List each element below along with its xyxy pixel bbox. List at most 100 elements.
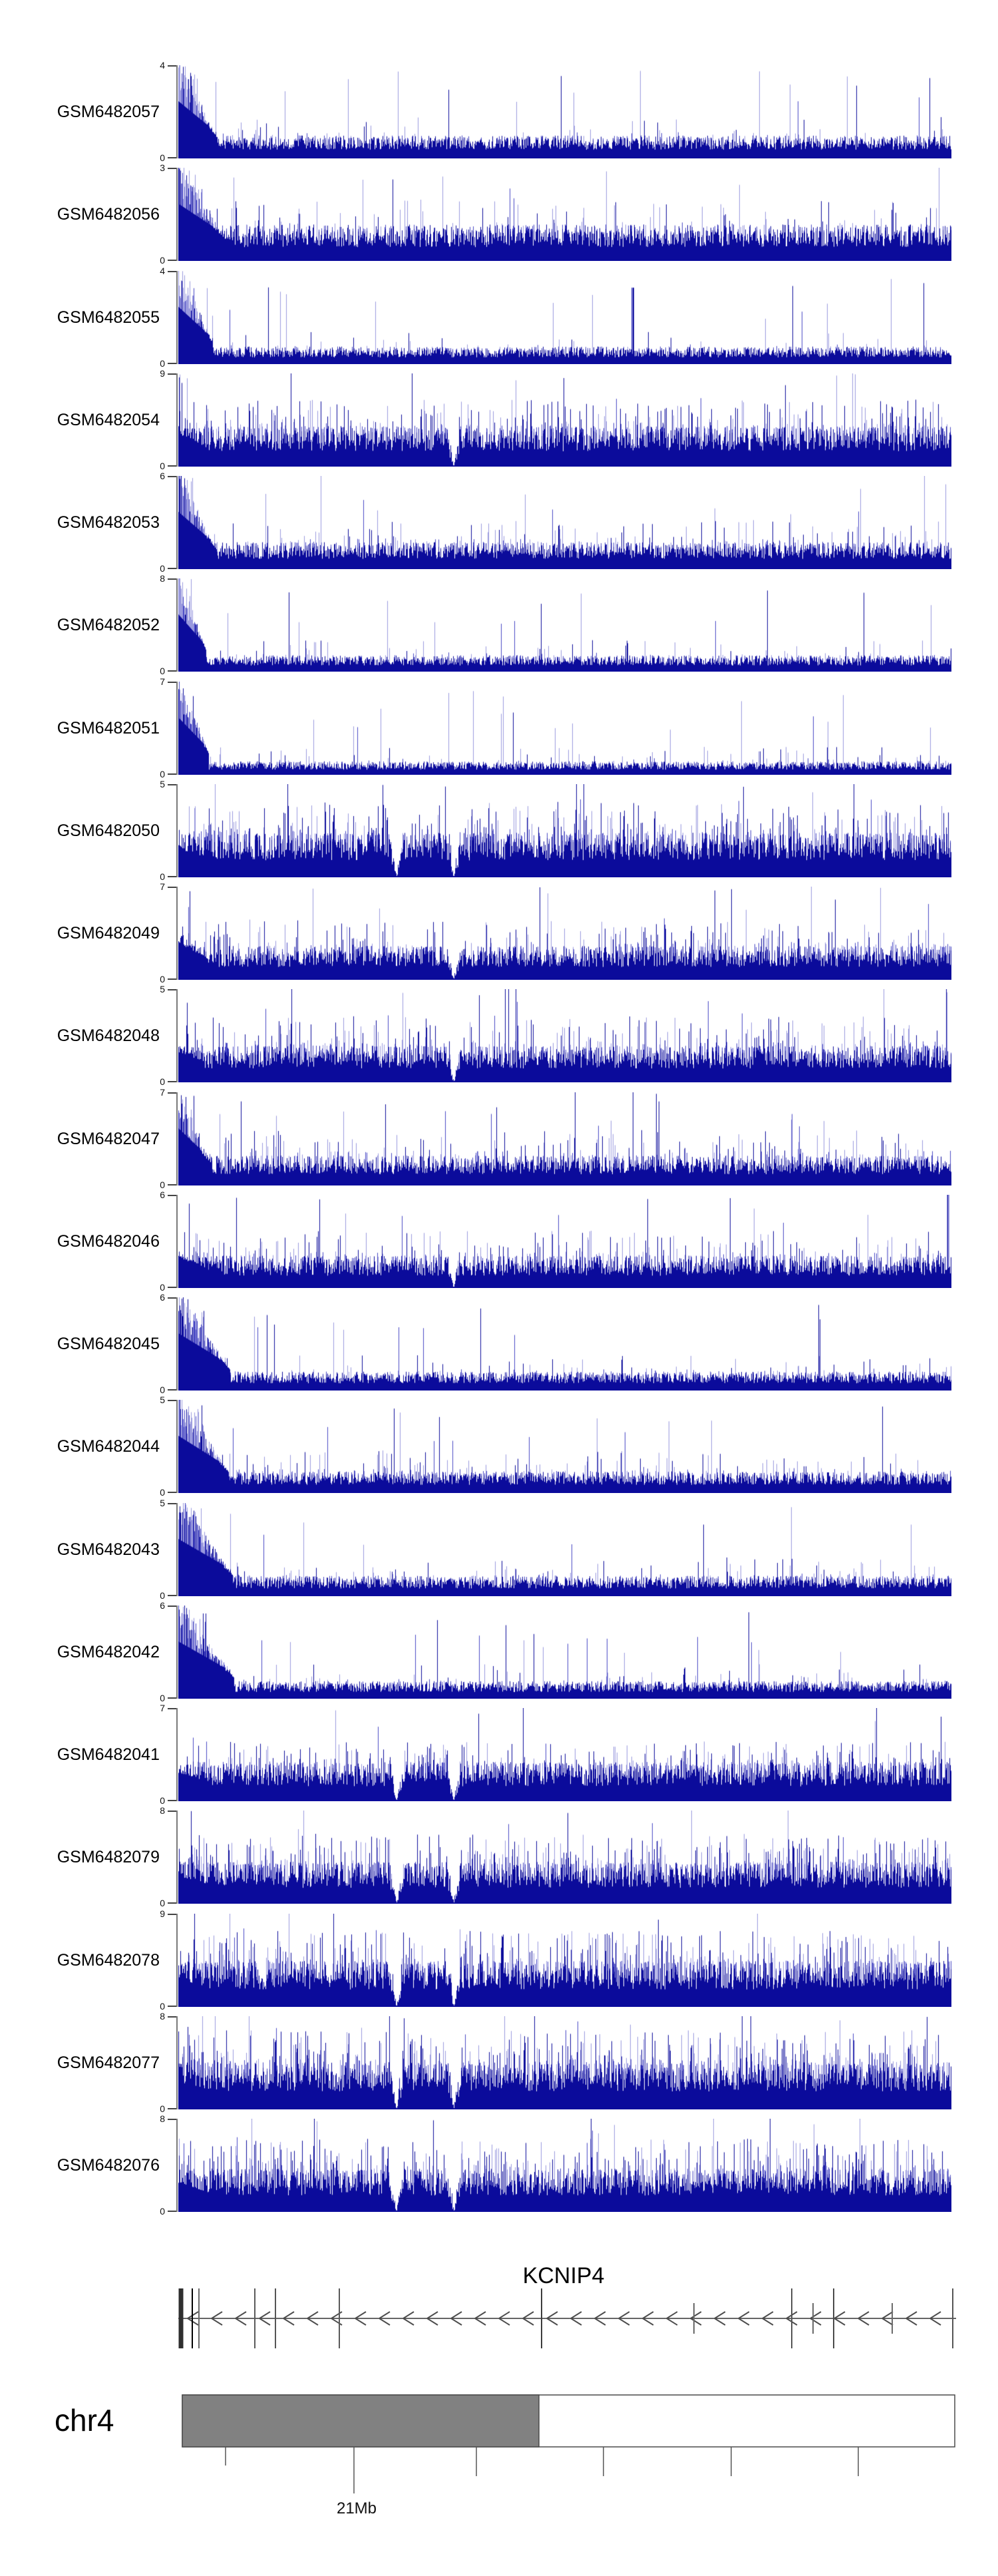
axis-zero-label: 0 <box>160 1898 165 1908</box>
track-label: GSM6482055 <box>57 308 160 327</box>
y-axis-line <box>176 1297 178 1391</box>
minus-strand-chevron-icon <box>354 2311 367 2326</box>
axis-top-tick <box>168 989 177 990</box>
axis-max-label: 6 <box>160 1600 165 1611</box>
coverage-histogram-canvas <box>178 887 951 980</box>
axis-top-tick <box>168 1503 177 1504</box>
track-row: GSM6482053 6 0 <box>0 471 998 574</box>
coverage-histogram-canvas <box>178 1811 951 1904</box>
axis-zero-label: 0 <box>160 769 165 779</box>
gene-title: KCNIP4 <box>523 2263 605 2288</box>
axis-top-tick <box>168 1195 177 1196</box>
axis-zero-tick <box>168 1595 177 1596</box>
axis-max-label: 7 <box>160 676 165 687</box>
axis-top-tick <box>168 784 177 785</box>
track-row: GSM6482042 6 0 <box>0 1600 998 1703</box>
axis-zero-label: 0 <box>160 1487 165 1498</box>
minus-strand-chevron-icon <box>641 2311 654 2326</box>
axis-max-label: 7 <box>160 1087 165 1098</box>
axis-zero-tick <box>168 1902 177 1904</box>
axis-zero-label: 0 <box>160 461 165 471</box>
y-axis-line <box>176 2016 178 2109</box>
gene-model-track: KCNIP4 <box>178 2263 956 2348</box>
coverage-histogram-canvas <box>178 2119 951 2212</box>
axis-max-label: 4 <box>160 266 165 276</box>
axis-zero-label: 0 <box>160 2001 165 2012</box>
minus-strand-chevron-icon <box>474 2311 486 2326</box>
y-axis-line <box>176 1914 178 2007</box>
axis-top-tick <box>168 2119 177 2120</box>
axis-zero-tick <box>168 260 177 261</box>
minus-strand-chevron-icon <box>809 2311 822 2326</box>
track-label: GSM6482054 <box>57 410 160 429</box>
axis-max-label: 5 <box>160 984 165 994</box>
coverage-histogram-canvas <box>178 1092 951 1185</box>
axis-max-label: 8 <box>160 1805 165 1816</box>
track-row: GSM6482044 5 0 <box>0 1395 998 1498</box>
track-row: GSM6482076 8 0 <box>0 2113 998 2217</box>
track-label: GSM6482057 <box>57 102 160 121</box>
track-label: GSM6482053 <box>57 513 160 532</box>
y-axis-line <box>176 578 178 672</box>
y-axis-line <box>176 2119 178 2212</box>
chromosome-label: chr4 <box>55 2403 114 2438</box>
axis-top-tick <box>168 1606 177 1607</box>
axis-zero-label: 0 <box>160 1385 165 1395</box>
coverage-histogram-canvas <box>178 65 951 158</box>
axis-zero-tick <box>168 2211 177 2212</box>
axis-zero-tick <box>168 978 177 980</box>
minus-strand-chevron-icon <box>306 2311 319 2326</box>
axis-zero-label: 0 <box>160 152 165 163</box>
track-row: GSM6482043 5 0 <box>0 1498 998 1601</box>
minus-strand-chevron-icon <box>689 2311 702 2326</box>
minus-strand-chevron-icon <box>881 2311 894 2326</box>
y-axis-line <box>176 784 178 877</box>
track-row: GSM6482078 9 0 <box>0 1908 998 2012</box>
y-axis-line <box>176 989 178 1082</box>
track-label: GSM6482076 <box>57 2155 160 2175</box>
axis-top-tick <box>168 1914 177 1915</box>
coverage-histogram-canvas <box>178 989 951 1082</box>
track-label: GSM6482050 <box>57 821 160 840</box>
axis-zero-label: 0 <box>160 1693 165 1703</box>
minus-strand-chevron-icon <box>713 2311 726 2326</box>
position-tick-label: 21Mb <box>337 2499 377 2517</box>
track-label: GSM6482041 <box>57 1745 160 1764</box>
minus-strand-chevron-icon <box>546 2311 558 2326</box>
minus-strand-chevron-icon <box>402 2311 415 2326</box>
track-label: GSM6482078 <box>57 1950 160 1970</box>
axis-zero-tick <box>168 157 177 158</box>
minus-strand-chevron-icon <box>665 2311 678 2326</box>
axis-top-tick <box>168 2016 177 2018</box>
minus-strand-chevron-icon <box>282 2311 295 2326</box>
minus-strand-chevron-icon <box>426 2311 438 2326</box>
track-row: GSM6482049 7 0 <box>0 881 998 984</box>
axis-zero-tick <box>168 1492 177 1493</box>
track-label: GSM6482048 <box>57 1026 160 1045</box>
axis-zero-label: 0 <box>160 563 165 574</box>
coverage-histogram-canvas <box>178 476 951 569</box>
track-label: GSM6482045 <box>57 1334 160 1353</box>
axis-max-label: 9 <box>160 1908 165 1919</box>
axis-zero-tick <box>168 1697 177 1699</box>
chromosome-ruler-track: chr4 21Mb <box>55 2394 955 2517</box>
track-row: GSM6482041 7 0 <box>0 1703 998 1806</box>
coverage-histogram-canvas <box>178 578 951 672</box>
chromosome-ruler-body: 21Mb <box>182 2394 955 2517</box>
minus-strand-chevron-icon <box>570 2311 582 2326</box>
y-axis-line <box>176 476 178 569</box>
axis-zero-label: 0 <box>160 871 165 882</box>
y-axis-line <box>176 168 178 261</box>
minus-strand-chevron-icon <box>210 2311 223 2326</box>
coverage-histogram-canvas <box>178 2016 951 2109</box>
minus-strand-chevron-icon <box>330 2311 343 2326</box>
track-label: GSM6482046 <box>57 1231 160 1251</box>
track-label: GSM6482052 <box>57 615 160 634</box>
y-axis-line <box>176 1195 178 1288</box>
y-axis-line <box>176 271 178 364</box>
axis-top-tick <box>168 476 177 477</box>
minus-strand-chevron-icon <box>378 2311 391 2326</box>
axis-zero-tick <box>168 1389 177 1391</box>
coverage-histogram-canvas <box>178 1914 951 2007</box>
